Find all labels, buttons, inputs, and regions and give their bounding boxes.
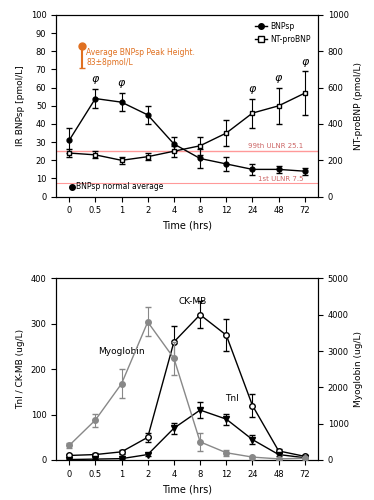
Text: φ: φ [249, 84, 256, 94]
Y-axis label: Myoglobin (ug/L): Myoglobin (ug/L) [354, 331, 363, 407]
Text: φ: φ [118, 78, 125, 88]
Y-axis label: NT-proBNP (pmol/L): NT-proBNP (pmol/L) [354, 62, 363, 150]
Text: TnI: TnI [225, 394, 238, 403]
X-axis label: Time (hrs): Time (hrs) [162, 484, 212, 494]
Y-axis label: IR BNPsp [pmol/L]: IR BNPsp [pmol/L] [16, 66, 25, 146]
Text: 99th ULNR 25.1: 99th ULNR 25.1 [248, 143, 303, 149]
X-axis label: Time (hrs): Time (hrs) [162, 221, 212, 231]
Text: φ: φ [92, 74, 99, 84]
Legend: BNPsp, NT-proBNP: BNPsp, NT-proBNP [252, 19, 314, 47]
Text: φ: φ [301, 57, 309, 67]
Text: 1st ULNR 7.5: 1st ULNR 7.5 [258, 176, 303, 182]
Text: CK-MB: CK-MB [178, 296, 206, 306]
Y-axis label: TnI / CK-MB (ug/L): TnI / CK-MB (ug/L) [16, 329, 25, 409]
Text: BNPsp normal average: BNPsp normal average [76, 182, 163, 191]
Text: φ: φ [275, 73, 282, 83]
Text: Myoglobin: Myoglobin [98, 346, 145, 356]
Text: Average BNPsp Peak Height.
83±8pmol/L: Average BNPsp Peak Height. 83±8pmol/L [86, 48, 195, 67]
